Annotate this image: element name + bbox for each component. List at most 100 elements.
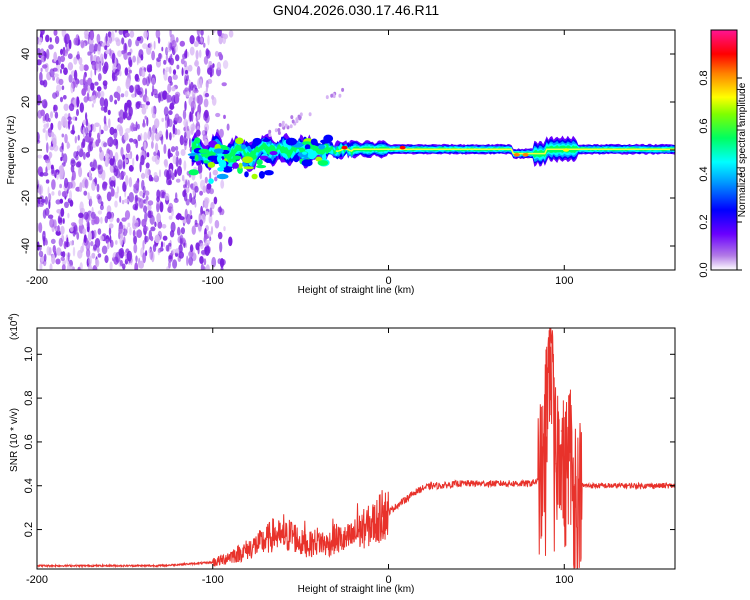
noise-speckle [209, 71, 213, 78]
noise-speckle [132, 157, 135, 167]
noise-speckle [168, 215, 173, 220]
noise-speckle [109, 158, 115, 166]
noise-speckle [77, 249, 83, 259]
noise-speckle [183, 119, 189, 127]
noise-speckle [83, 234, 87, 244]
noise-speckle [99, 235, 105, 242]
noise-speckle [137, 134, 141, 142]
noise-speckle [171, 39, 177, 49]
noise-speckle [137, 123, 140, 130]
noise-speckle [83, 74, 86, 84]
noise-speckle [99, 204, 104, 211]
noise-speckle [89, 42, 95, 54]
noise-speckle [61, 85, 65, 91]
noise-speckle [177, 165, 182, 176]
noise-speckle [148, 73, 151, 84]
noise-speckle [135, 154, 139, 162]
noise-speckle [163, 169, 169, 178]
noise-speckle [63, 103, 69, 112]
noise-speckle [126, 99, 132, 108]
noise-speckle [124, 67, 129, 76]
noise-speckle [193, 41, 199, 48]
noise-speckle [143, 131, 148, 143]
dispersion-speck [284, 123, 288, 128]
noise-speckle [106, 191, 112, 202]
noise-speckle [211, 95, 215, 100]
signal-band-layer [191, 138, 675, 167]
noise-speckle [87, 221, 90, 229]
noise-speckle [42, 128, 46, 133]
noise-speckle [160, 241, 164, 248]
noise-speckle [56, 209, 62, 214]
noise-speckle [37, 94, 42, 106]
noise-speckle [54, 111, 59, 119]
noise-speckle [84, 126, 89, 136]
noise-speckle [87, 231, 93, 241]
noise-speckle [109, 235, 112, 244]
signal-blob [213, 148, 224, 154]
noise-speckle [61, 264, 66, 270]
noise-speckle [172, 259, 178, 269]
noise-speckle [82, 126, 85, 138]
noise-speckle [209, 207, 213, 217]
noise-speckle [38, 250, 44, 258]
colorbar-tick-label: 0.0 [698, 262, 710, 277]
noise-speckle [133, 235, 138, 245]
noise-speckle [200, 205, 204, 217]
noise-speckle [73, 69, 78, 81]
noise-speckle [204, 239, 211, 246]
noise-speckle [75, 161, 81, 168]
noise-speckle [142, 252, 147, 264]
noise-speckle [124, 198, 130, 204]
noise-speckle [175, 146, 179, 151]
noise-speckle [171, 86, 176, 92]
noise-speckle [203, 42, 206, 48]
noise-speckle [143, 205, 148, 213]
noise-speckle [204, 176, 208, 184]
y-tick-label: -20 [20, 190, 32, 206]
noise-speckle [75, 34, 80, 41]
noise-speckle [83, 86, 88, 92]
noise-speckle [180, 227, 185, 235]
noise-speckle [158, 169, 162, 178]
signal-blob [310, 138, 318, 146]
signal-blob [189, 155, 196, 160]
dispersion-speck [295, 117, 299, 122]
noise-speckle [107, 241, 110, 250]
dispersion-speck [290, 115, 294, 120]
noise-speckle [218, 51, 222, 58]
noise-speckle [208, 214, 213, 224]
noise-speckle [79, 207, 85, 214]
noise-speckle [79, 63, 85, 72]
noise-speckle [153, 40, 156, 50]
noise-speckle [127, 222, 131, 228]
noise-speckle [217, 30, 222, 37]
noise-speckle [37, 59, 42, 66]
snr-plot-area [37, 328, 675, 569]
noise-speckle [118, 116, 124, 124]
noise-speckle [103, 107, 108, 113]
noise-speckle [185, 91, 191, 98]
noise-speckle [154, 221, 157, 228]
y-tick-label: 0.4 [23, 478, 35, 493]
noise-speckle [169, 173, 172, 180]
noise-speckle [94, 122, 100, 128]
noise-speckle [165, 244, 170, 252]
noise-speckle [154, 132, 160, 142]
noise-speckle [56, 84, 62, 92]
colorbar-tick-label: 0.4 [698, 166, 710, 181]
noise-speckle [197, 78, 202, 89]
noise-speckle [45, 179, 50, 184]
noise-speckle [126, 143, 131, 154]
noise-speckle [142, 122, 146, 128]
noise-speckle [79, 182, 83, 193]
noise-speckle [172, 155, 177, 165]
dispersion-speck [298, 116, 302, 121]
signal-blob [198, 148, 210, 154]
noise-speckle [70, 159, 76, 167]
noise-speckle [60, 63, 65, 70]
noise-speckle [155, 128, 158, 134]
noise-speckle [113, 128, 117, 134]
noise-speckle [181, 174, 185, 182]
noise-speckle [141, 106, 147, 115]
